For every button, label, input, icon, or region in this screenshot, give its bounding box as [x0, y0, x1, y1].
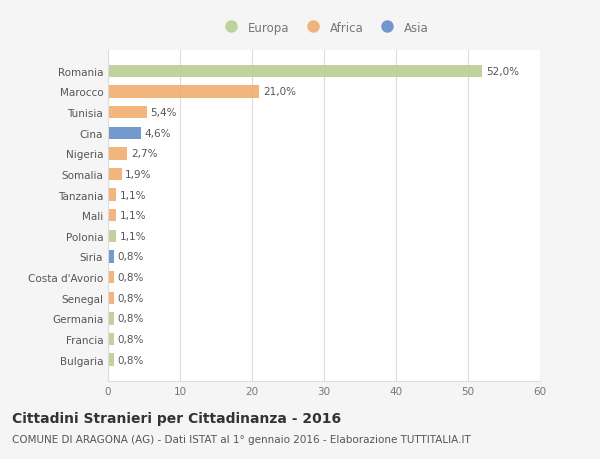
Text: 52,0%: 52,0%: [486, 67, 519, 77]
Bar: [108, 210, 116, 222]
Text: 1,9%: 1,9%: [125, 169, 152, 179]
Bar: [108, 148, 127, 160]
Bar: [108, 127, 141, 140]
Text: 0,8%: 0,8%: [118, 355, 144, 365]
Bar: [108, 353, 114, 366]
Text: COMUNE DI ARAGONA (AG) - Dati ISTAT al 1° gennaio 2016 - Elaborazione TUTTITALIA: COMUNE DI ARAGONA (AG) - Dati ISTAT al 1…: [12, 434, 471, 444]
Text: 4,6%: 4,6%: [145, 129, 171, 139]
Bar: [108, 86, 259, 98]
Bar: [108, 271, 114, 284]
Text: 0,8%: 0,8%: [118, 252, 144, 262]
Text: 2,7%: 2,7%: [131, 149, 158, 159]
Bar: [108, 106, 147, 119]
Text: 5,4%: 5,4%: [151, 108, 177, 118]
Text: 1,1%: 1,1%: [119, 231, 146, 241]
Bar: [108, 251, 114, 263]
Bar: [108, 313, 114, 325]
Bar: [108, 66, 482, 78]
Bar: [108, 230, 116, 242]
Bar: [108, 333, 114, 345]
Text: 0,8%: 0,8%: [118, 313, 144, 324]
Text: 1,1%: 1,1%: [119, 190, 146, 200]
Text: 0,8%: 0,8%: [118, 334, 144, 344]
Bar: [108, 189, 116, 202]
Text: 0,8%: 0,8%: [118, 293, 144, 303]
Bar: [108, 292, 114, 304]
Text: Cittadini Stranieri per Cittadinanza - 2016: Cittadini Stranieri per Cittadinanza - 2…: [12, 411, 341, 425]
Text: 1,1%: 1,1%: [119, 211, 146, 221]
Text: 21,0%: 21,0%: [263, 87, 296, 97]
Bar: [108, 168, 122, 181]
Text: 0,8%: 0,8%: [118, 273, 144, 282]
Legend: Europa, Africa, Asia: Europa, Africa, Asia: [216, 18, 432, 38]
